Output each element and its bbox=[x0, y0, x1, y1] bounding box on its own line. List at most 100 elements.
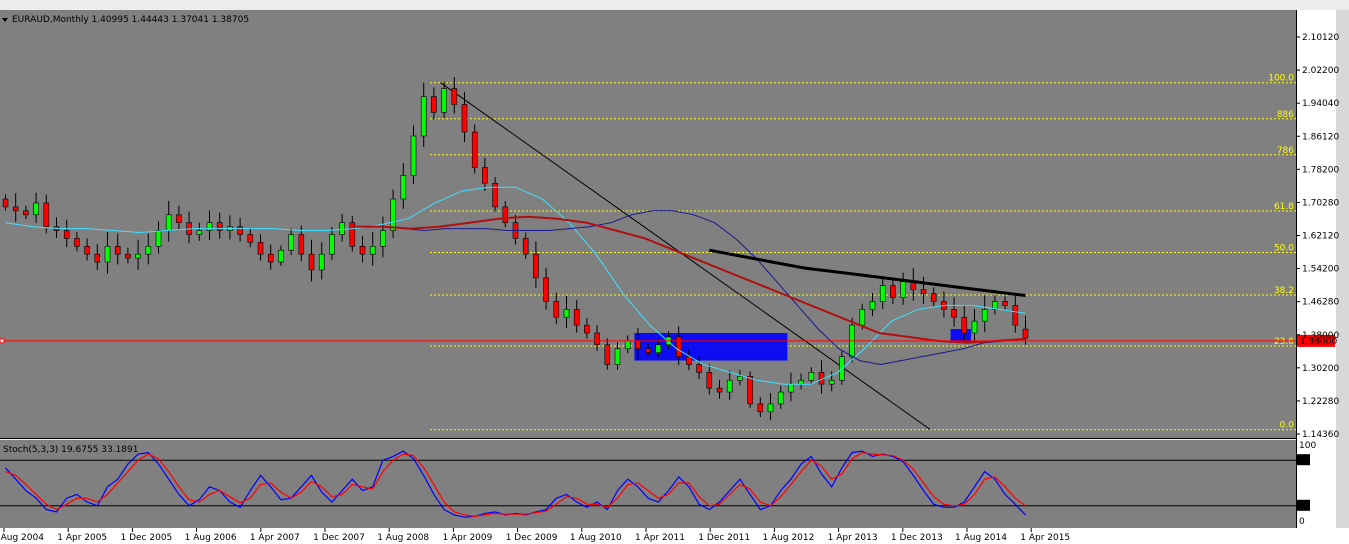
bear-candle bbox=[890, 285, 896, 298]
bear-candle bbox=[257, 242, 264, 255]
bear-candle bbox=[533, 253, 539, 279]
fib-level-label: 786 bbox=[1277, 146, 1294, 156]
fib-level-label: 100.0 bbox=[1268, 74, 1294, 84]
price-tick-label: 2.02200 bbox=[1302, 66, 1339, 76]
date-tick-label: 1 Dec 2005 bbox=[121, 533, 173, 543]
bull-candle bbox=[869, 301, 876, 310]
bull-candle bbox=[206, 222, 213, 231]
date-axis bbox=[0, 528, 1349, 544]
bull-candle bbox=[655, 344, 662, 353]
price-axis bbox=[1296, 10, 1336, 528]
bull-candle bbox=[135, 253, 141, 259]
ma-red bbox=[352, 215, 1026, 344]
date-tick-label: 1 Apr 2015 bbox=[1020, 533, 1070, 543]
bear-candle bbox=[471, 131, 478, 168]
date-tick-label: 1 Apr 2011 bbox=[635, 533, 685, 543]
bull-candle bbox=[318, 253, 325, 271]
price-tag-background bbox=[1297, 334, 1335, 347]
main-chart-label: EURAUD,Monthly 1.40995 1.44443 1.37041 1… bbox=[12, 15, 249, 25]
bull-candle bbox=[726, 379, 733, 393]
price-tick-label: 1.46280 bbox=[1302, 298, 1339, 308]
fib-level-label: 38.2 bbox=[1274, 286, 1294, 296]
date-tick-label: 1 Apr 2013 bbox=[828, 533, 878, 543]
bear-candle bbox=[584, 324, 590, 334]
moving-averages bbox=[5, 186, 1026, 385]
main-plot-background bbox=[0, 10, 1296, 438]
bear-candle bbox=[757, 403, 764, 413]
bear-candle bbox=[635, 340, 641, 350]
bear-candle bbox=[114, 245, 121, 255]
bear-candle bbox=[298, 234, 305, 255]
bear-candle bbox=[451, 88, 458, 105]
price-tick-label: 1.38000 bbox=[1302, 331, 1339, 341]
bull-candle bbox=[981, 309, 988, 322]
bear-candle bbox=[94, 253, 101, 263]
bear-candle bbox=[359, 245, 366, 255]
bear-candle bbox=[349, 222, 356, 247]
bull-candle bbox=[900, 281, 906, 298]
stoch-level-tag bbox=[1297, 499, 1310, 511]
price-tick-label: 1.78200 bbox=[1302, 165, 1339, 175]
bear-candle bbox=[543, 277, 549, 302]
ma-cyan bbox=[5, 186, 1026, 385]
bull-candle bbox=[104, 245, 111, 263]
bull-candle bbox=[614, 348, 621, 365]
ma-navy bbox=[382, 210, 1026, 366]
bear-candle bbox=[247, 234, 254, 243]
stoch-level-tag bbox=[1297, 454, 1310, 466]
bear-candle bbox=[920, 289, 927, 294]
price-tick-label: 1.22280 bbox=[1302, 397, 1339, 407]
date-tick-label: 1 Apr 2005 bbox=[57, 533, 107, 543]
bear-candle bbox=[176, 214, 182, 223]
bear-candle bbox=[522, 238, 529, 255]
date-tick-label: 1 Aug 2008 bbox=[377, 533, 429, 543]
bull-candle bbox=[369, 245, 376, 255]
price-tick-label: 2.10120 bbox=[1302, 33, 1339, 43]
bear-candle bbox=[237, 226, 243, 235]
bull-candle bbox=[278, 249, 284, 263]
trendline-layer bbox=[440, 82, 931, 430]
bull-candle bbox=[390, 198, 396, 231]
bull-candle bbox=[788, 383, 794, 393]
stochastic-lines bbox=[0, 450, 1296, 518]
bear-candle bbox=[492, 182, 498, 208]
date-tick-label: 1 Dec 2007 bbox=[313, 533, 365, 543]
bear-candle bbox=[267, 253, 274, 263]
bear-candle bbox=[502, 206, 509, 223]
bull-candle bbox=[767, 403, 774, 413]
bear-candle bbox=[696, 364, 702, 373]
axis-labels: 2.10120 2.02200 1.94040 1.86120 1.78200 1.702… bbox=[0, 33, 1339, 543]
bear-candle bbox=[573, 309, 580, 326]
price-tick-label: 1.54200 bbox=[1302, 265, 1339, 275]
fib-level-label: 0.0 bbox=[1280, 421, 1295, 431]
bull-candle bbox=[798, 379, 804, 385]
bull-candle bbox=[624, 340, 631, 350]
bull-candle bbox=[288, 234, 294, 251]
bear-candle bbox=[308, 253, 315, 271]
bear-candle bbox=[594, 332, 600, 346]
bear-candle bbox=[74, 238, 80, 247]
bull-candle bbox=[380, 230, 386, 247]
line-anchor bbox=[0, 338, 5, 344]
bull-candle bbox=[441, 88, 447, 113]
bull-candle bbox=[410, 135, 417, 176]
stoch-tick-label: 20 bbox=[1299, 502, 1311, 512]
price-tick-label: 1.70280 bbox=[1302, 198, 1339, 208]
bull-candle bbox=[737, 376, 743, 381]
collapse-arrow-icon[interactable] bbox=[2, 18, 8, 22]
bear-candle bbox=[951, 309, 957, 318]
bull-candle bbox=[155, 230, 162, 247]
stoch-tick-label: 80 bbox=[1299, 456, 1311, 466]
price-tick-label: 1.62120 bbox=[1302, 232, 1339, 242]
price-tag: 1.38000 bbox=[1300, 337, 1337, 347]
bull-candle bbox=[339, 222, 345, 235]
stoch-plot-background bbox=[0, 440, 1296, 528]
trendline bbox=[440, 82, 931, 430]
date-tick-label: 1 Dec 2013 bbox=[891, 533, 943, 543]
bear-candle bbox=[747, 376, 753, 405]
bear-candle bbox=[706, 372, 713, 389]
bear-candle bbox=[645, 348, 651, 353]
date-tick-label: 1 Apr 2007 bbox=[250, 533, 300, 543]
bear-candle bbox=[461, 104, 468, 133]
